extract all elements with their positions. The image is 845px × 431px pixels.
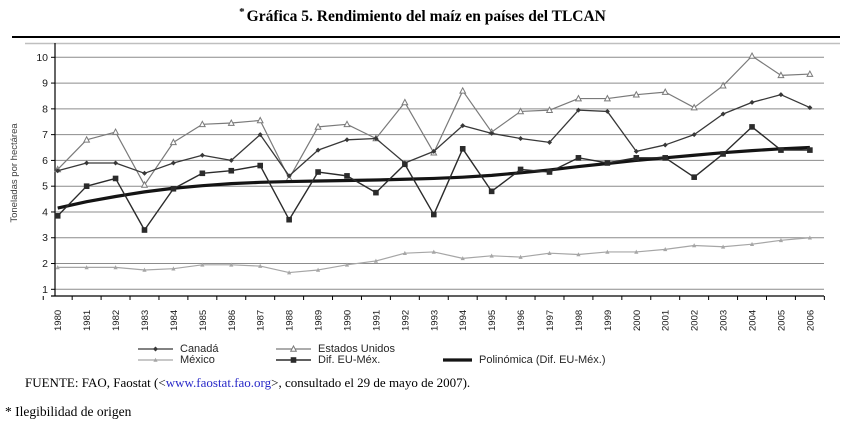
dif-eu-mex-line-swatch-icon xyxy=(276,357,311,363)
source-line: FUENTE: FAO, Faostat (<www.faostat.fao.o… xyxy=(25,375,470,391)
svg-text:1998: 1998 xyxy=(574,310,585,331)
svg-text:8: 8 xyxy=(42,103,48,115)
svg-text:1993: 1993 xyxy=(429,310,440,331)
svg-text:1987: 1987 xyxy=(256,310,267,331)
svg-text:1: 1 xyxy=(42,284,48,296)
svg-text:1988: 1988 xyxy=(285,310,296,331)
svg-text:1984: 1984 xyxy=(169,310,180,331)
legend-item-estados-unidos: Estados Unidos xyxy=(275,343,395,355)
svg-text:1985: 1985 xyxy=(198,310,209,331)
svg-text:1994: 1994 xyxy=(458,310,469,331)
svg-text:1982: 1982 xyxy=(111,310,122,331)
page-title: * Gráfica 5. Rendimiento del maíz en país… xyxy=(0,6,845,26)
estados-unidos-line-swatch-icon xyxy=(276,344,311,352)
svg-text:2006: 2006 xyxy=(805,310,816,331)
svg-text:2000: 2000 xyxy=(632,310,643,331)
source-link[interactable]: www.faostat.fao.org xyxy=(165,375,272,390)
svg-text:1992: 1992 xyxy=(400,310,411,331)
legend-item-polinomica: Polinómica (Dif. EU-Méx.) xyxy=(442,354,606,366)
source-label: FUENTE: xyxy=(25,375,79,390)
svg-text:1996: 1996 xyxy=(516,310,527,331)
svg-text:1997: 1997 xyxy=(545,310,556,331)
svg-text:1986: 1986 xyxy=(227,310,238,331)
svg-text:1990: 1990 xyxy=(343,310,354,331)
footnote: * Ilegibilidad de origen xyxy=(5,404,132,419)
svg-text:6: 6 xyxy=(42,155,48,167)
legend-item-dif-eu-mex: Dif. EU-Méx. xyxy=(275,354,380,366)
svg-text:9: 9 xyxy=(42,78,48,90)
svg-text:2004: 2004 xyxy=(748,310,759,331)
legend-item-mexico: México xyxy=(137,354,215,366)
source-text-post: >, consultado el 29 de mayo de 2007). xyxy=(271,375,471,390)
chart-title-text: Gráfica 5. Rendimiento del maíz en paíse… xyxy=(246,8,606,25)
svg-text:Toneladas por hectárea: Toneladas por hectárea xyxy=(9,123,20,223)
source-text-pre: FAO, Faostat (< xyxy=(78,375,166,390)
svg-text:2001: 2001 xyxy=(661,310,672,331)
svg-text:3: 3 xyxy=(42,232,48,244)
svg-text:1981: 1981 xyxy=(82,310,93,331)
svg-text:2005: 2005 xyxy=(776,310,787,331)
svg-text:1995: 1995 xyxy=(487,310,498,331)
svg-text:2: 2 xyxy=(42,258,48,270)
legend-label-estados-unidos: Estados Unidos xyxy=(318,343,396,355)
polinomica-line-swatch-icon xyxy=(443,358,472,362)
mexico-line-swatch-icon xyxy=(138,357,173,362)
yield-line-chart: 1 2 3 4 5 6 7 8 9 10 1980 1981 1982 1983 1984 1985 1986 1… xyxy=(9,42,840,331)
canada-line-swatch-icon xyxy=(138,346,173,352)
svg-text:2002: 2002 xyxy=(690,310,701,331)
svg-text:4: 4 xyxy=(42,206,48,218)
svg-text:1999: 1999 xyxy=(603,310,614,331)
svg-text:7: 7 xyxy=(42,129,48,141)
svg-text:1989: 1989 xyxy=(314,310,325,331)
svg-text:1983: 1983 xyxy=(140,310,151,331)
legend-label-dif-eu-mex: Dif. EU-Méx. xyxy=(318,354,381,366)
legend-label-polinomica: Polinómica (Dif. EU-Méx.) xyxy=(479,354,606,366)
svg-text:1991: 1991 xyxy=(371,310,382,331)
svg-text:10: 10 xyxy=(36,52,48,64)
legend-label-mexico: México xyxy=(180,354,215,366)
title-note-marker: * xyxy=(239,6,245,18)
legend-item-canada: Canadá xyxy=(137,343,219,355)
legend-label-canada: Canadá xyxy=(180,343,219,355)
svg-text:5: 5 xyxy=(42,181,48,193)
title-divider xyxy=(12,36,840,38)
svg-text:1980: 1980 xyxy=(53,310,64,331)
svg-text:2003: 2003 xyxy=(719,310,730,331)
